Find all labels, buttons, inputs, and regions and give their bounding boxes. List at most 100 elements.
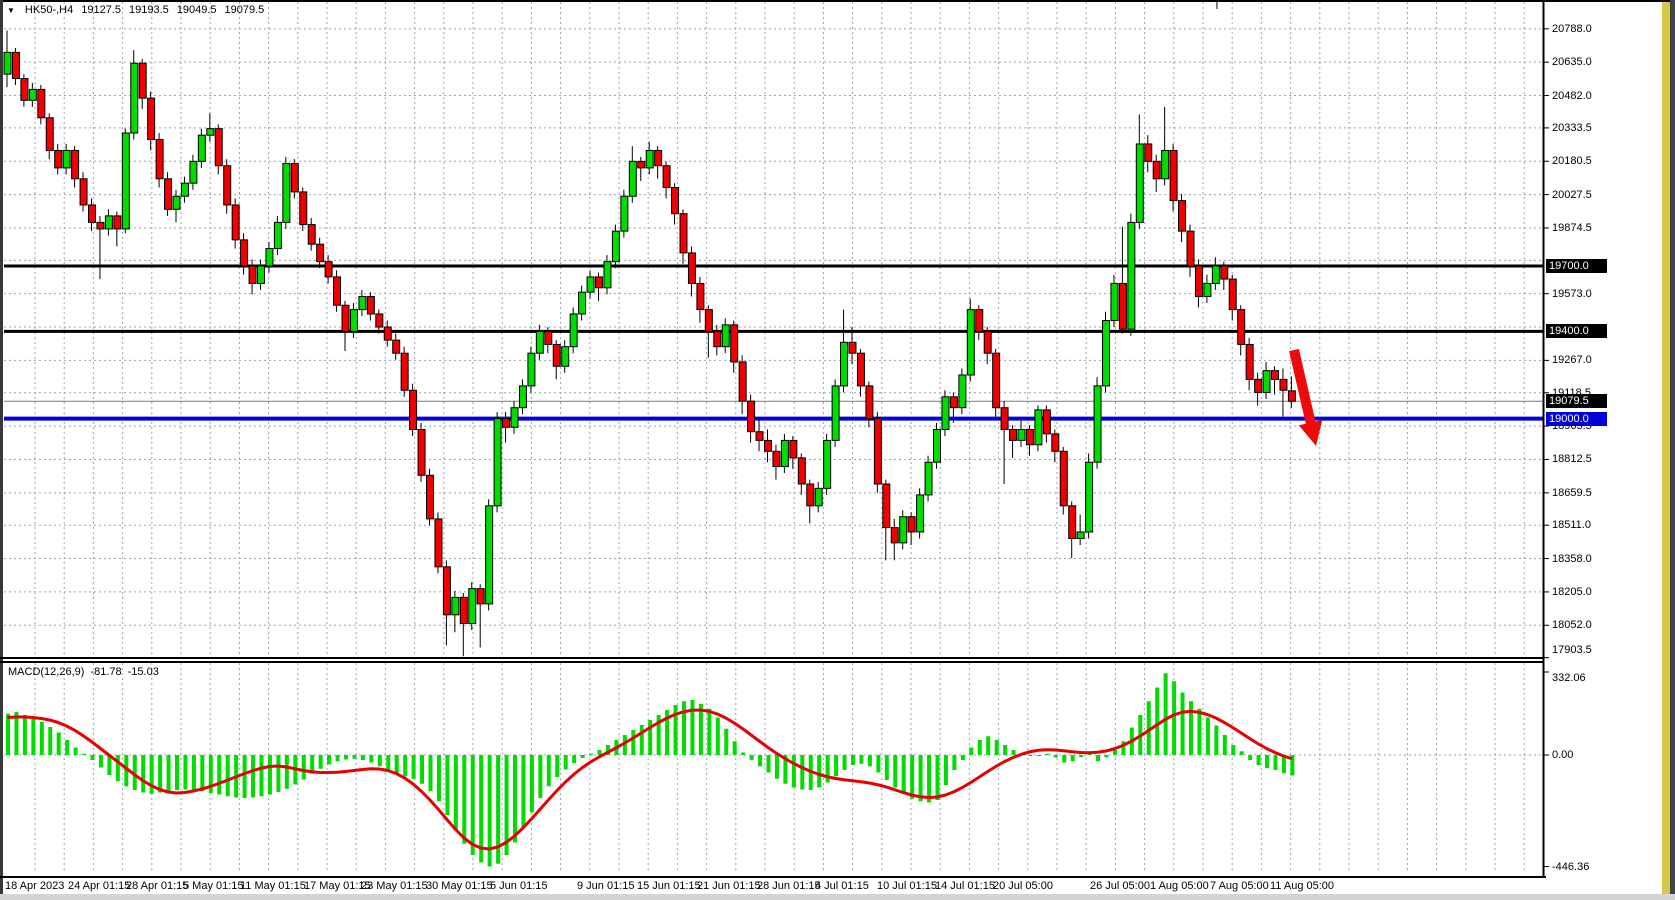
candle-body xyxy=(62,149,71,169)
candle-body xyxy=(975,309,984,332)
chart-title: ▼ HK50-,H4 19127.5 19193.5 19049.5 19079… xyxy=(7,4,264,16)
macd-histogram-bar xyxy=(1104,755,1109,758)
candle-body xyxy=(37,88,46,119)
macd-histogram-bar xyxy=(470,755,475,855)
ohlc-open: 19127.5 xyxy=(81,4,121,16)
candle-body xyxy=(96,221,105,230)
candle-body xyxy=(958,374,967,409)
candle-body xyxy=(873,418,882,485)
macd-indicator-label: MACD(12,26,9) -81.78 -15.03 xyxy=(8,666,159,678)
candle-body xyxy=(409,389,418,431)
candle-body xyxy=(324,261,333,278)
candle-body xyxy=(924,461,933,496)
macd-histogram-bar xyxy=(403,755,408,777)
time-axis-label: 21 Jun 01:15 xyxy=(697,880,761,892)
candle-body xyxy=(764,439,772,452)
candle-body xyxy=(949,396,958,409)
macd-histogram-bar xyxy=(910,755,915,799)
macd-histogram-bar xyxy=(1265,755,1270,769)
macd-histogram-bar xyxy=(707,708,712,755)
macd-histogram-bar xyxy=(436,755,441,802)
candle-body xyxy=(147,97,156,141)
main-plot-area[interactable] xyxy=(4,2,1543,657)
candle-body xyxy=(493,418,502,507)
time-axis-label: 1 Aug 05:00 xyxy=(1150,880,1209,892)
macd-histogram-bar xyxy=(301,755,306,780)
candle-body xyxy=(1110,282,1119,322)
candle-body xyxy=(1009,429,1018,441)
macd-histogram-bar xyxy=(124,755,129,787)
candle-body xyxy=(671,187,680,215)
panel-separator-top xyxy=(0,657,1543,659)
macd-histogram-bar xyxy=(242,755,247,798)
candle-body xyxy=(45,117,54,151)
macd-histogram-bar xyxy=(1112,750,1117,755)
price-axis-label: 18659.5 xyxy=(1552,486,1592,499)
price-axis-label: 20635.0 xyxy=(1552,56,1592,69)
time-axis-label: 11 May 01:15 xyxy=(240,880,306,892)
candle-body xyxy=(214,128,223,167)
macd-histogram-bar xyxy=(327,755,332,765)
candle-body xyxy=(316,243,325,263)
macd-histogram-bar xyxy=(276,755,281,792)
candle-body xyxy=(552,343,561,367)
candle-body xyxy=(527,352,536,387)
macd-histogram-bar xyxy=(462,755,467,844)
macd-histogram-bar xyxy=(107,755,112,775)
macd-histogram-bar xyxy=(876,755,881,773)
macd-histogram-bar xyxy=(90,755,95,760)
candle-body xyxy=(654,149,663,167)
candle-body xyxy=(54,149,63,169)
candle-body xyxy=(1203,282,1212,298)
candle-body xyxy=(814,487,823,507)
macd-histogram-bar xyxy=(1163,673,1168,755)
macd-histogram-bar xyxy=(428,755,433,792)
macd-histogram-bar xyxy=(538,755,543,798)
macd-histogram-bar xyxy=(479,755,484,863)
macd-histogram-bar xyxy=(572,755,577,763)
candle-body xyxy=(755,431,764,441)
macd-histogram-bar xyxy=(1062,755,1067,763)
candle-body xyxy=(88,204,96,223)
macd-histogram-bar xyxy=(741,752,746,755)
candle-body xyxy=(358,296,367,311)
time-axis-label: 9 Jun 01:15 xyxy=(577,880,635,892)
candle-body xyxy=(1093,385,1102,463)
down-arrow-annotation[interactable] xyxy=(1289,348,1323,446)
macd-histogram-bar xyxy=(1079,755,1084,757)
macd-histogram-bar xyxy=(73,747,78,755)
macd-histogram-bar xyxy=(14,712,19,755)
macd-histogram-bar xyxy=(639,725,644,755)
macd-histogram-bar xyxy=(943,755,948,785)
candle-body xyxy=(1194,265,1203,298)
time-axis-label: 20 Jul 05:00 xyxy=(993,880,1053,892)
price-level-badge-19400.0: 19400.0 xyxy=(1546,324,1607,339)
candle-body xyxy=(459,596,468,625)
candle-body xyxy=(941,396,950,430)
candle-body xyxy=(1169,149,1178,202)
price-axis-label: 20333.5 xyxy=(1552,121,1592,134)
candle-body xyxy=(789,439,798,459)
time-axis-label: 18 Apr 2023 xyxy=(5,880,65,892)
macd-histogram-bar xyxy=(580,755,585,758)
macd-histogram-bar xyxy=(200,755,205,792)
macd-histogram-bar xyxy=(732,741,737,755)
candle-body xyxy=(1245,343,1254,380)
macd-histogram-bar xyxy=(665,710,670,755)
macd-histogram-bar xyxy=(791,755,796,788)
candle-body xyxy=(586,276,595,293)
candle-body xyxy=(273,221,282,250)
macd-histogram-bar xyxy=(597,750,602,755)
candle-body xyxy=(231,204,240,241)
symbol-dropdown-icon[interactable]: ▼ xyxy=(7,5,15,15)
candle-body xyxy=(696,282,705,311)
candle-body xyxy=(130,62,139,134)
candle-body xyxy=(164,178,173,210)
macd-histogram-bar xyxy=(191,755,196,790)
candle-body xyxy=(265,248,274,267)
macd-histogram-bar xyxy=(682,701,686,755)
candle-body xyxy=(679,213,688,254)
macd-signal-value: -15.03 xyxy=(127,666,159,678)
macd-histogram-bar xyxy=(335,755,340,762)
